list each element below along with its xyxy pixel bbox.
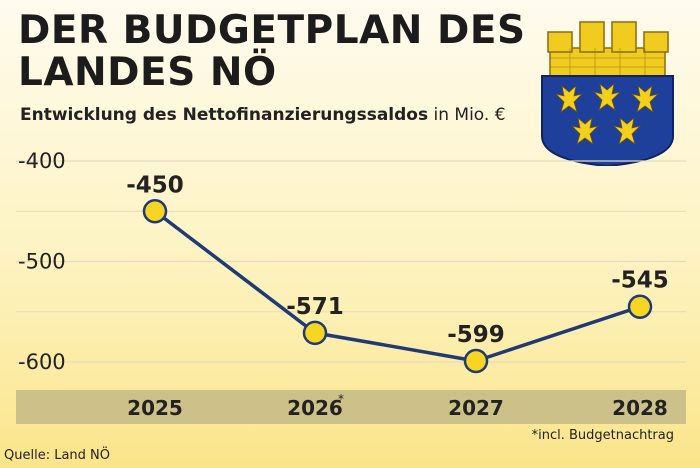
data-point-2025 (142, 199, 168, 224)
source-note: Quelle: Land NÖ (4, 448, 110, 463)
y-tick-label-0: -400 (18, 149, 66, 173)
grid-lines (16, 160, 686, 363)
x-tick-label-2027: 2027 (448, 396, 504, 420)
data-label-2028: -545 (611, 268, 669, 294)
title-line-1: DER BUDGETPLAN DES (18, 8, 526, 53)
chart-subtitle: Entwicklung des Nettofinanzierungssaldos… (20, 104, 506, 126)
data-points (142, 199, 653, 374)
subtitle-bold: Entwicklung des Nettofinanzierungssaldos (20, 105, 429, 125)
data-point-2027 (463, 348, 489, 374)
data-label-2025: -450 (126, 172, 184, 198)
lower-austria-crest-icon (541, 21, 674, 166)
x-axis-ticks: 2025 2026* 2027 2028 (127, 392, 668, 420)
data-point-2028 (627, 294, 653, 319)
chart-title: DER BUDGETPLAN DES LANDES NÖ (18, 10, 538, 94)
y-tick-label-1: -500 (18, 250, 66, 274)
data-label-2027: -599 (447, 322, 505, 348)
x-tick-label-2026: 2026 (287, 396, 343, 420)
data-label-2026: -571 (286, 294, 344, 320)
y-axis-ticks: -400 -500 -600 (18, 149, 66, 374)
title-line-2: LANDES NÖ (18, 50, 277, 95)
x-tick-label-2028: 2028 (612, 396, 668, 420)
y-tick-label-2: -600 (18, 350, 66, 374)
data-point-2026 (302, 320, 328, 346)
x-tick-marker-2026: * (338, 392, 344, 406)
x-axis-band (16, 390, 686, 424)
subtitle-unit: in Mio. € (433, 105, 506, 125)
series-polyline (153, 209, 641, 363)
series-line (153, 209, 641, 363)
x-tick-label-2025: 2025 (127, 396, 183, 420)
footnote: *incl. Budgetnachtrag (531, 428, 674, 443)
data-labels: -450 -571 -599 -545 (126, 172, 669, 348)
